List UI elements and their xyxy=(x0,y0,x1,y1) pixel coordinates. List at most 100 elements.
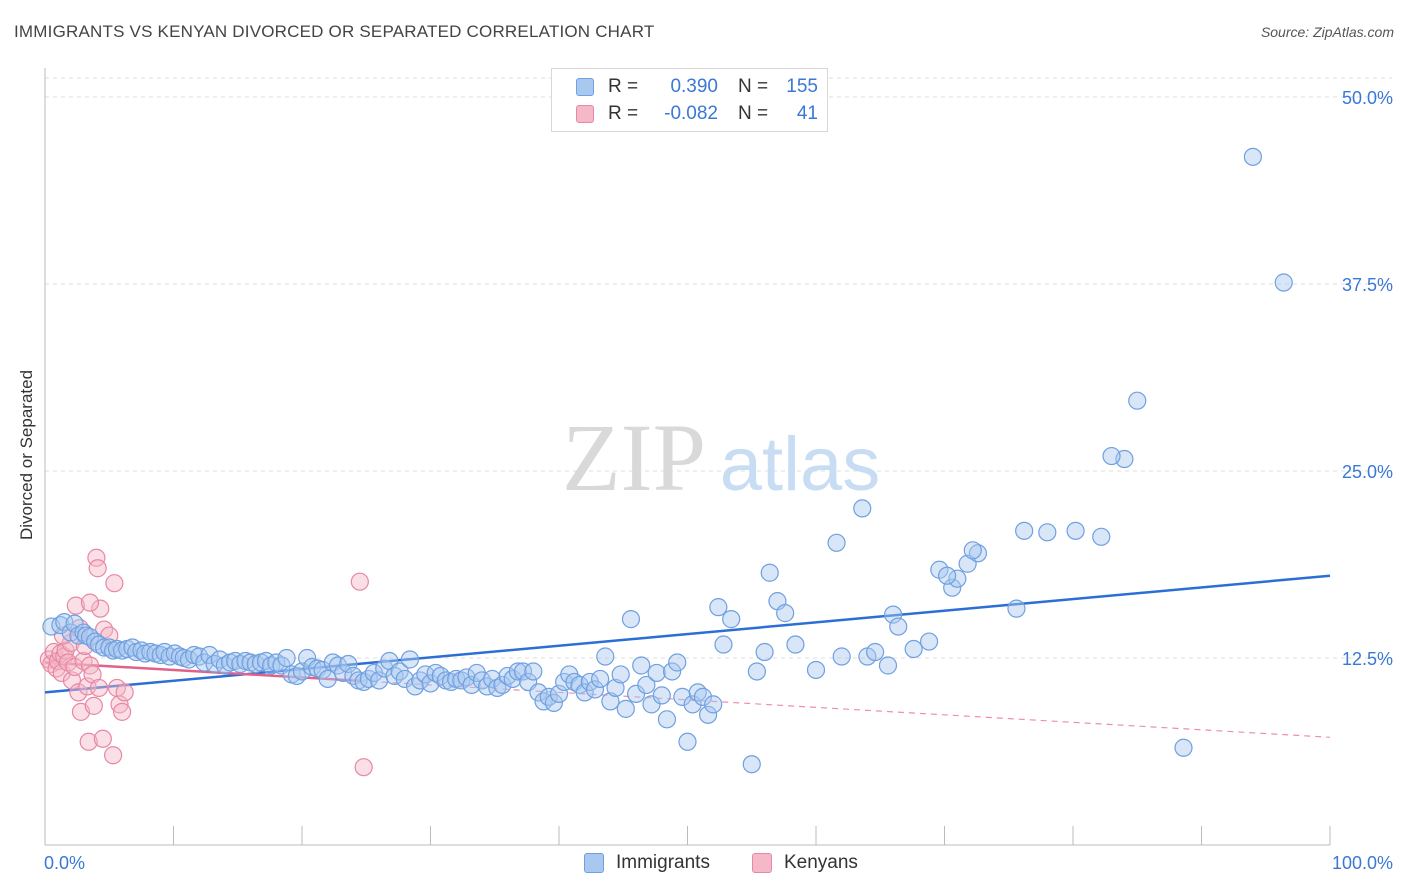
immigrants-point xyxy=(883,605,903,624)
legend-row-immigrants: R = 0.390 N = 155 xyxy=(576,76,818,98)
immigrants-legend-label: Immigrants xyxy=(616,852,710,873)
grid-lines xyxy=(45,77,1392,659)
immigrants-point xyxy=(632,656,651,675)
immigrants-point xyxy=(611,665,630,684)
immigrants-point xyxy=(776,604,795,623)
kenyans-point xyxy=(89,678,109,698)
immigrants-point xyxy=(226,651,245,671)
n-label: N = xyxy=(738,76,769,97)
immigrants-point xyxy=(539,687,558,706)
kenyans-legend-swatch xyxy=(751,853,772,873)
immigrants-point xyxy=(678,732,697,751)
series-legend: Immigrants Kenyans xyxy=(584,852,900,874)
immigrants-point xyxy=(339,654,358,674)
kenyans-point xyxy=(79,732,98,751)
immigrants-point xyxy=(755,642,774,662)
tick-labels: 12.5% 25.0% 37.5% 50.0% 0.0% 100.0% xyxy=(44,88,1393,873)
immigrants-point xyxy=(334,663,353,683)
immigrants-point xyxy=(889,617,908,636)
immigrants-point xyxy=(652,686,671,705)
axes xyxy=(44,68,1331,846)
immigrants-point xyxy=(400,650,420,669)
immigrants-point xyxy=(642,695,661,714)
watermark-atlas: atlas xyxy=(720,422,881,507)
y-tick-label: 12.5% xyxy=(1342,649,1393,669)
immigrants-point xyxy=(544,693,563,712)
immigrants-point xyxy=(262,656,281,675)
immigrants-point xyxy=(637,675,656,695)
legend-item-immigrants[interactable]: Immigrants xyxy=(584,852,710,874)
r-value: 0.390 xyxy=(670,76,718,97)
immigrants-point xyxy=(786,635,805,654)
immigrants-point xyxy=(704,695,723,714)
legend-item-kenyans[interactable]: Kenyans xyxy=(751,852,858,874)
immigrants-point xyxy=(963,541,982,560)
source-label: Source: ZipAtlas.com xyxy=(1260,24,1394,40)
kenyans-point xyxy=(93,729,112,748)
kenyans-point xyxy=(350,572,369,591)
watermark-zip: ZIP xyxy=(562,404,706,511)
immigrants-point xyxy=(1102,446,1121,466)
x-tick-label: 100.0% xyxy=(1332,853,1393,873)
n-value: 155 xyxy=(786,76,818,97)
immigrants-point xyxy=(853,499,872,518)
r-label: R = xyxy=(608,76,639,97)
immigrants-point xyxy=(919,632,939,651)
immigrants-trend-line xyxy=(44,574,1331,694)
immigrants-point xyxy=(937,566,957,585)
kenyans-point xyxy=(61,633,80,653)
immigrants-point xyxy=(1066,521,1085,540)
immigrants-point xyxy=(493,675,512,695)
immigrants-point xyxy=(662,662,682,681)
immigrants-point xyxy=(647,663,666,683)
immigrants-point xyxy=(683,695,702,714)
kenyans-point xyxy=(78,677,97,696)
kenyans-point xyxy=(104,746,123,765)
kenyans-point xyxy=(354,758,373,777)
immigrants-point xyxy=(354,672,373,692)
kenyans-point xyxy=(115,683,134,702)
kenyans-swatch xyxy=(576,105,594,123)
immigrants-point xyxy=(277,648,296,668)
immigrants-point xyxy=(591,669,610,689)
immigrants-point xyxy=(267,653,286,672)
n-label: N = xyxy=(738,103,769,124)
kenyans-point xyxy=(66,596,85,615)
immigrants-point xyxy=(69,626,88,645)
immigrants-point xyxy=(488,678,507,698)
immigrants-point xyxy=(1274,273,1293,292)
immigrants-point xyxy=(426,663,445,683)
immigrants-point xyxy=(626,684,646,704)
immigrants-point xyxy=(1007,599,1026,618)
immigrants-point xyxy=(529,683,548,702)
kenyans-legend-label: Kenyans xyxy=(783,852,858,873)
r-value: -0.082 xyxy=(664,103,718,124)
immigrants-point xyxy=(292,662,312,681)
immigrants-point xyxy=(1038,523,1057,542)
immigrants-point xyxy=(760,563,779,582)
immigrants-point xyxy=(616,699,635,718)
immigrants-point xyxy=(421,674,440,693)
immigrants-point xyxy=(621,610,641,629)
immigrants-point xyxy=(513,662,533,681)
immigrants-point xyxy=(878,656,898,675)
r-label: R = xyxy=(608,103,639,124)
immigrants-point xyxy=(668,653,687,672)
immigrants-point xyxy=(657,710,677,729)
watermark: ZIP atlas xyxy=(562,404,880,511)
immigrants-point xyxy=(693,687,713,706)
y-tick-label: 37.5% xyxy=(1342,275,1393,295)
immigrants-point xyxy=(904,639,923,659)
immigrants-point xyxy=(215,656,234,675)
kenyans-point xyxy=(84,696,103,715)
kenyans-point xyxy=(88,559,107,578)
y-tick-label: 50.0% xyxy=(1342,88,1393,108)
kenyans-point xyxy=(112,702,132,721)
immigrants-point xyxy=(601,692,620,711)
immigrants-point xyxy=(596,647,615,666)
immigrants-point xyxy=(524,662,543,681)
immigrants-point xyxy=(575,683,594,702)
y-tick-label: 25.0% xyxy=(1342,462,1393,482)
immigrants-point xyxy=(698,705,718,724)
